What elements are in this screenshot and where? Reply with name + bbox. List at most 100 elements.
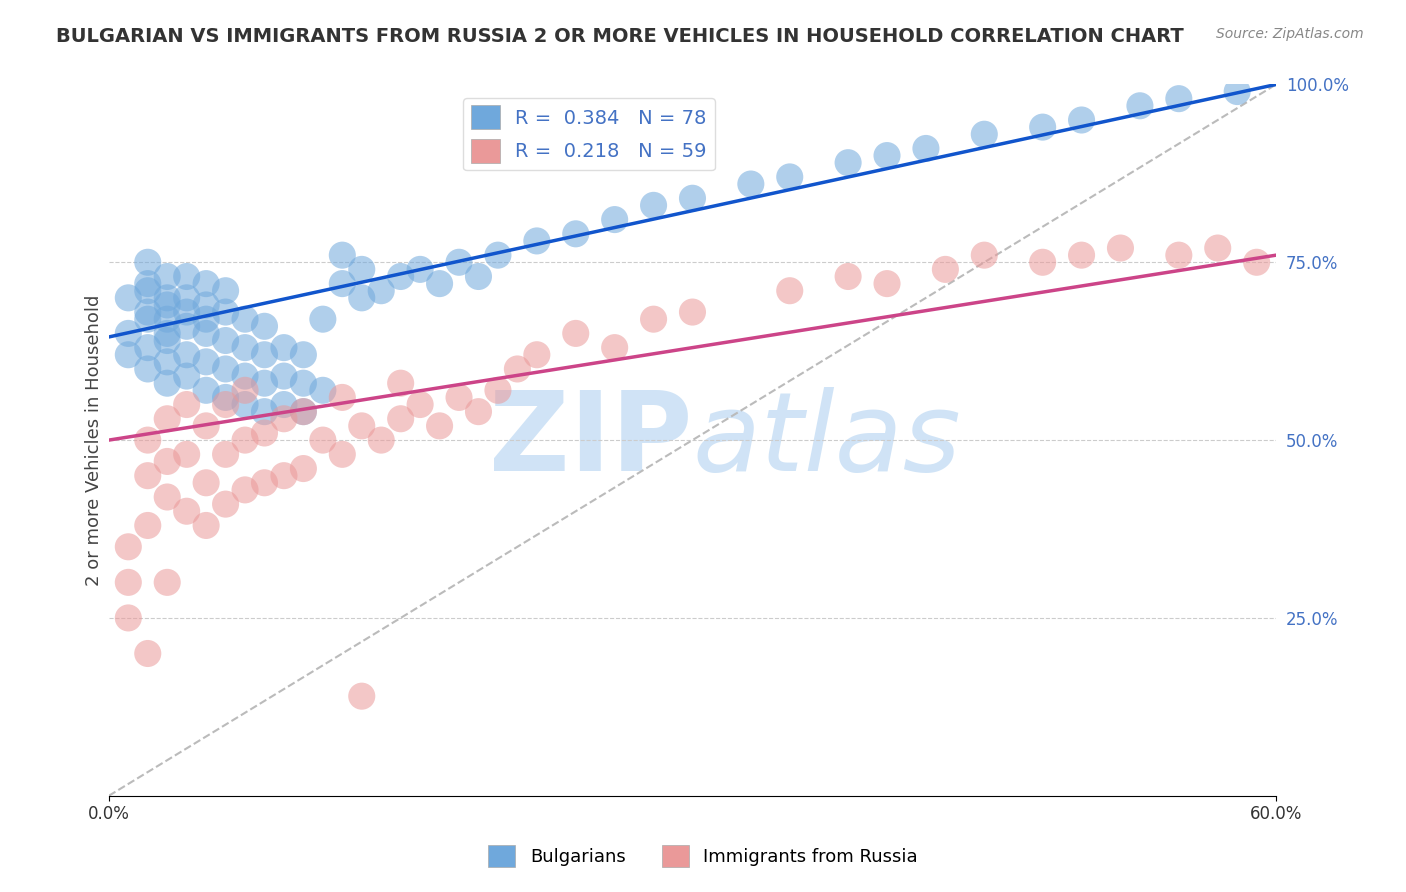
Point bbox=[603, 341, 626, 355]
Point bbox=[915, 141, 938, 155]
Point bbox=[195, 355, 218, 369]
Point bbox=[292, 404, 315, 418]
Point bbox=[195, 298, 218, 312]
Point bbox=[136, 433, 159, 447]
Point bbox=[564, 227, 586, 241]
Point bbox=[136, 468, 159, 483]
Point bbox=[273, 341, 295, 355]
Point bbox=[292, 404, 315, 418]
Point bbox=[136, 518, 159, 533]
Point bbox=[643, 198, 665, 212]
Point bbox=[136, 277, 159, 291]
Point bbox=[136, 362, 159, 376]
Point bbox=[526, 348, 548, 362]
Point bbox=[312, 433, 335, 447]
Point bbox=[136, 305, 159, 319]
Point bbox=[136, 255, 159, 269]
Point bbox=[117, 540, 139, 554]
Point bbox=[214, 497, 236, 511]
Point bbox=[195, 518, 218, 533]
Point bbox=[273, 411, 295, 425]
Text: BULGARIAN VS IMMIGRANTS FROM RUSSIA 2 OR MORE VEHICLES IN HOUSEHOLD CORRELATION : BULGARIAN VS IMMIGRANTS FROM RUSSIA 2 OR… bbox=[56, 27, 1184, 45]
Point bbox=[195, 418, 218, 433]
Point bbox=[312, 384, 335, 398]
Point bbox=[389, 269, 412, 284]
Text: atlas: atlas bbox=[693, 386, 962, 493]
Point bbox=[330, 391, 353, 405]
Point bbox=[233, 312, 256, 326]
Point bbox=[253, 348, 276, 362]
Point bbox=[253, 404, 276, 418]
Point bbox=[233, 483, 256, 497]
Point bbox=[389, 411, 412, 425]
Point bbox=[350, 291, 373, 305]
Point bbox=[603, 212, 626, 227]
Point bbox=[467, 269, 489, 284]
Point bbox=[253, 425, 276, 440]
Point bbox=[506, 362, 529, 376]
Point bbox=[1109, 241, 1132, 255]
Point bbox=[117, 348, 139, 362]
Point bbox=[195, 312, 218, 326]
Point bbox=[273, 468, 295, 483]
Point bbox=[486, 248, 509, 262]
Point bbox=[467, 404, 489, 418]
Point bbox=[233, 433, 256, 447]
Point bbox=[214, 398, 236, 412]
Point bbox=[195, 326, 218, 341]
Point bbox=[1246, 255, 1268, 269]
Point bbox=[330, 277, 353, 291]
Point bbox=[643, 312, 665, 326]
Point bbox=[292, 461, 315, 475]
Point bbox=[564, 326, 586, 341]
Text: ZIP: ZIP bbox=[489, 386, 693, 493]
Point bbox=[682, 191, 704, 205]
Point bbox=[330, 248, 353, 262]
Point bbox=[156, 312, 179, 326]
Point bbox=[233, 341, 256, 355]
Point bbox=[740, 177, 762, 191]
Point bbox=[214, 447, 236, 461]
Point bbox=[156, 376, 179, 391]
Point bbox=[176, 305, 198, 319]
Point bbox=[253, 376, 276, 391]
Point bbox=[330, 447, 353, 461]
Point bbox=[1032, 120, 1054, 135]
Point bbox=[312, 312, 335, 326]
Legend: Bulgarians, Immigrants from Russia: Bulgarians, Immigrants from Russia bbox=[481, 838, 925, 874]
Point bbox=[156, 269, 179, 284]
Legend: R =  0.384   N = 78, R =  0.218   N = 59: R = 0.384 N = 78, R = 0.218 N = 59 bbox=[463, 98, 714, 170]
Point bbox=[214, 391, 236, 405]
Point bbox=[233, 369, 256, 384]
Point bbox=[1226, 85, 1249, 99]
Point bbox=[156, 575, 179, 590]
Point bbox=[876, 148, 898, 162]
Point bbox=[156, 454, 179, 468]
Point bbox=[214, 305, 236, 319]
Point bbox=[176, 348, 198, 362]
Point bbox=[447, 255, 470, 269]
Point bbox=[409, 262, 432, 277]
Point bbox=[176, 319, 198, 334]
Point bbox=[156, 334, 179, 348]
Point bbox=[117, 611, 139, 625]
Point bbox=[273, 369, 295, 384]
Point bbox=[1070, 248, 1092, 262]
Point bbox=[486, 384, 509, 398]
Point bbox=[195, 475, 218, 490]
Point bbox=[176, 269, 198, 284]
Point bbox=[233, 384, 256, 398]
Point bbox=[214, 284, 236, 298]
Text: Source: ZipAtlas.com: Source: ZipAtlas.com bbox=[1216, 27, 1364, 41]
Point bbox=[117, 291, 139, 305]
Point bbox=[292, 376, 315, 391]
Point bbox=[973, 248, 995, 262]
Point bbox=[429, 418, 451, 433]
Point bbox=[1129, 99, 1152, 113]
Point bbox=[156, 298, 179, 312]
Point bbox=[837, 269, 859, 284]
Point bbox=[876, 277, 898, 291]
Point bbox=[973, 127, 995, 141]
Point bbox=[136, 647, 159, 661]
Point bbox=[447, 391, 470, 405]
